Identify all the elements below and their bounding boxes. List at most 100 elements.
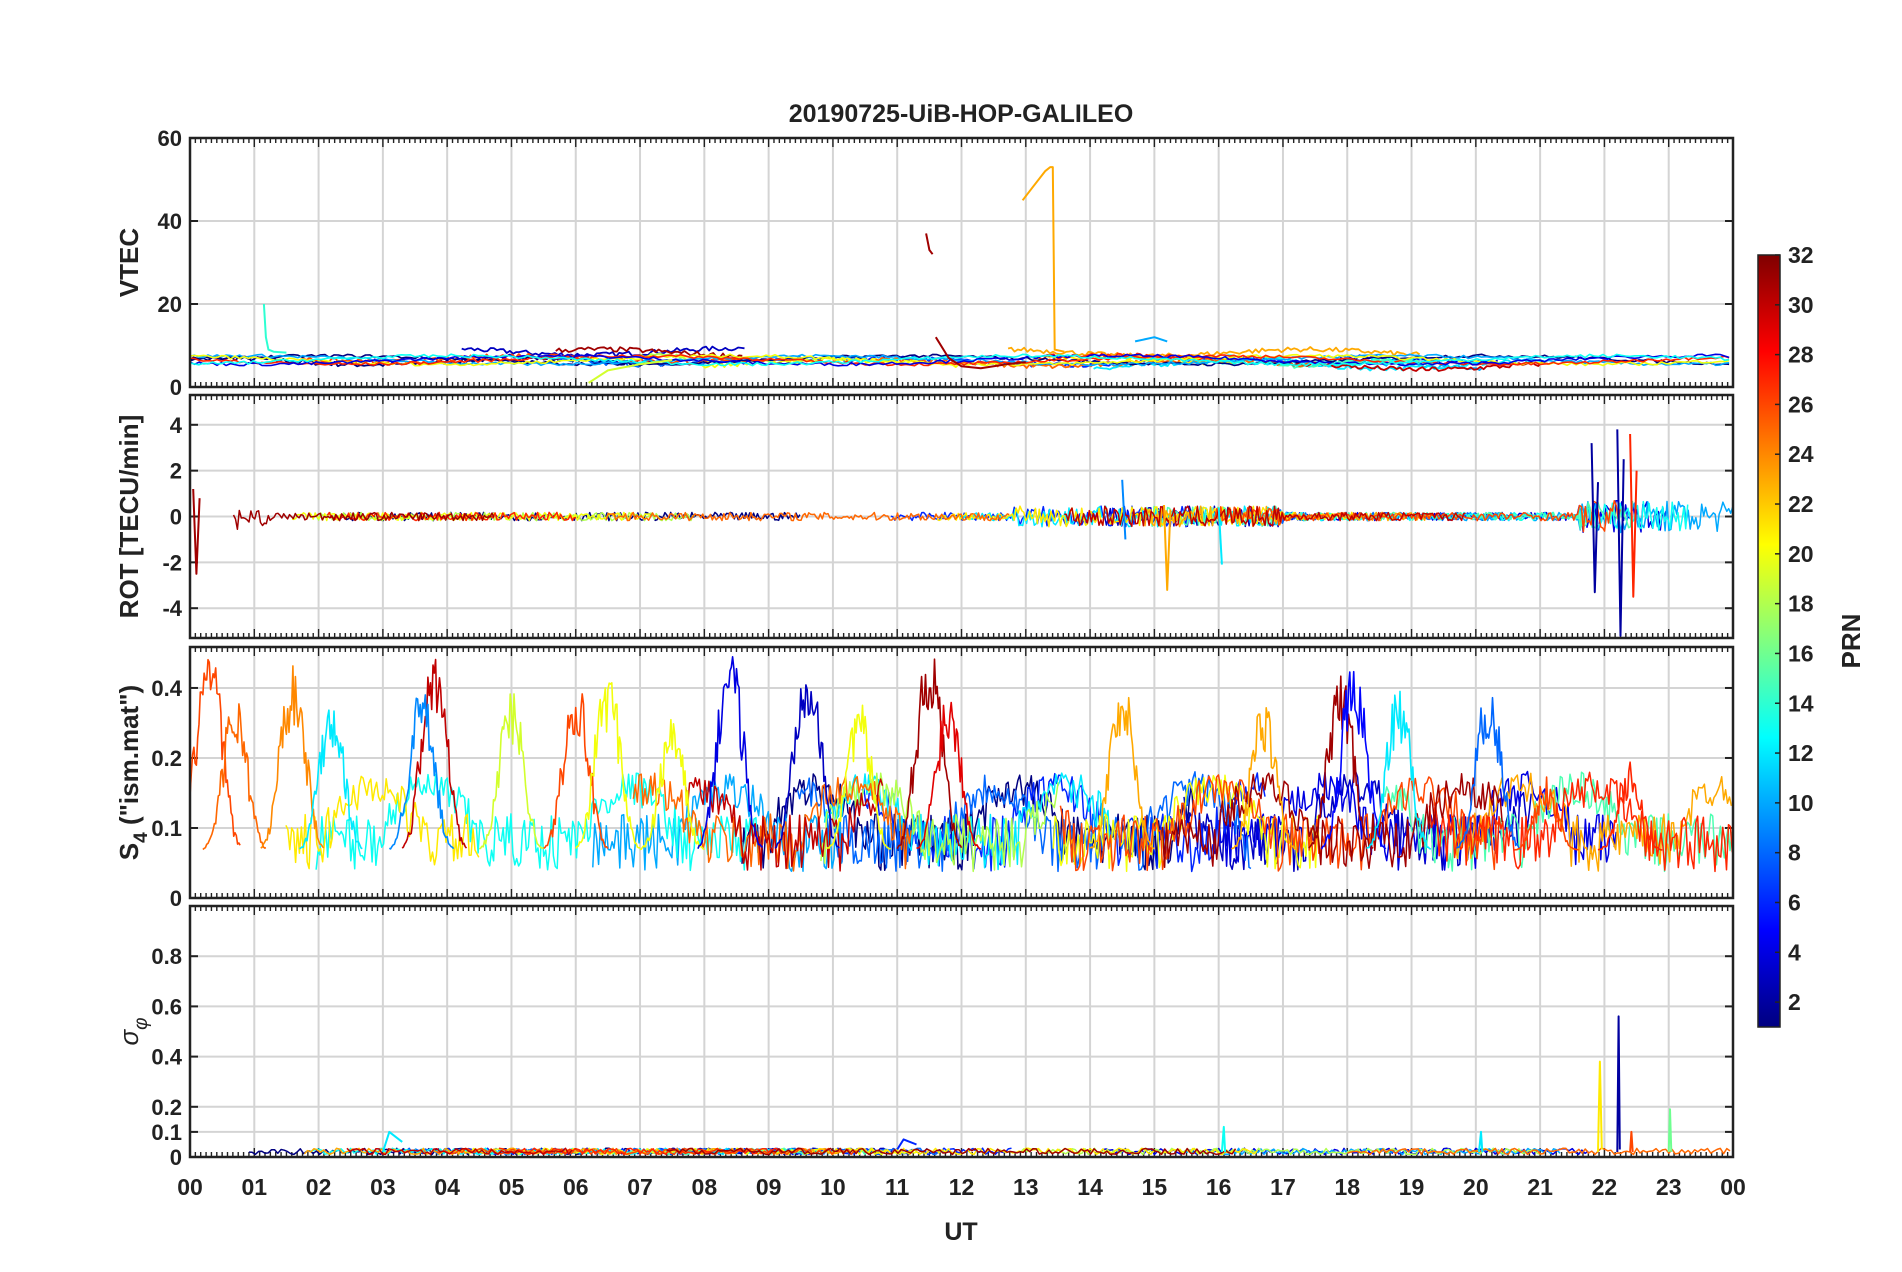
colorbar-tick-label: 30	[1788, 292, 1814, 318]
series-line-prn-2	[1616, 1015, 1621, 1153]
series-line-prn-9	[1121, 479, 1127, 540]
series-line-prn-19	[588, 359, 673, 384]
series-line-prn-31	[925, 233, 934, 255]
colorbar-tick-label: 2	[1788, 989, 1801, 1015]
series-line-prn-13	[315, 772, 759, 872]
series-line-prn-21	[1597, 1060, 1603, 1153]
y-tick-label: 0.2	[151, 1095, 182, 1120]
panel-vtec: 0 20 40 60 VTEC	[114, 126, 1735, 400]
x-tick-label: 01	[241, 1174, 267, 1200]
y-tick-label: 0	[170, 375, 182, 400]
colorbar-tick-label: 10	[1788, 790, 1814, 816]
y-axis-label-s4: S4 ("ism.mat")	[114, 685, 152, 860]
x-tick-label: 05	[499, 1174, 525, 1200]
series-line-prn-3	[774, 684, 840, 849]
x-tick-label: 21	[1527, 1174, 1553, 1200]
series-line-prn-27	[1428, 771, 1733, 873]
y-tick-label: 0.4	[151, 1045, 182, 1070]
y-tick-label: 0	[170, 505, 182, 530]
series-line-prn-20	[575, 681, 640, 849]
x-tick-label: 22	[1592, 1174, 1618, 1200]
series-line-prn-20	[825, 704, 891, 850]
series-line-prn-30	[685, 777, 884, 872]
x-tick-label: 16	[1206, 1174, 1232, 1200]
y-tick-label: 0.1	[151, 1120, 182, 1145]
y-tick-label: -4	[162, 596, 182, 621]
x-tick-label: 00	[177, 1174, 203, 1200]
y-axis-label-vtec: VTEC	[114, 228, 144, 298]
x-tick-label: 15	[1142, 1174, 1168, 1200]
series-line-prn-4	[190, 353, 1730, 367]
series-line-prn-26	[1059, 774, 1499, 872]
series-group	[190, 655, 1733, 873]
x-tick-label: 18	[1334, 1174, 1360, 1200]
series-line-prn-12	[1366, 690, 1432, 850]
y-tick-label: 0.2	[151, 746, 182, 771]
x-tick-label: 03	[370, 1174, 396, 1200]
y-tick-label: 0	[170, 1145, 182, 1170]
colorbar-tick-label: 32	[1788, 242, 1814, 268]
y-axis-label-sigma_phi: σφ	[114, 1017, 152, 1045]
series-line-prn-12	[1217, 507, 1223, 565]
series-line-prn-20	[639, 718, 705, 851]
series-line-prn-13	[1220, 1125, 1227, 1153]
series-line-prn-8	[1456, 696, 1521, 850]
y-tick-label: 2	[170, 459, 182, 484]
panel-sigma_phi: 00.10.2 0.4 0.6 0.8 σφ	[114, 904, 1735, 1170]
colorbar-tick-label: 4	[1788, 939, 1801, 965]
series-line-prn-31	[1161, 772, 1503, 870]
x-tick-label: 07	[627, 1174, 653, 1200]
series-line-prn-25	[1347, 1147, 1731, 1156]
panel-frame	[188, 904, 1735, 1159]
colorbar-tick-label: 6	[1788, 889, 1801, 915]
y-tick-label: 60	[158, 126, 182, 151]
series-line-prn-31	[192, 488, 201, 575]
y-axis-label-rot: ROT [TECU/min]	[114, 415, 144, 619]
x-tick-label: 17	[1270, 1174, 1296, 1200]
series-line-prn-19	[478, 693, 544, 850]
series-line-prn-2	[1590, 443, 1599, 594]
colorbar-tick-label: 20	[1788, 541, 1814, 567]
series-line-prn-30	[1064, 505, 1466, 528]
panel-frame	[188, 136, 1735, 389]
y-tick-label: 0.1	[151, 816, 182, 841]
series-line-prn-29	[916, 701, 982, 850]
y-tick-label: 0.8	[151, 944, 182, 969]
colorbar-tick-label: 12	[1788, 740, 1814, 766]
panel-frame	[188, 645, 1735, 900]
colorbar-tick-label: 28	[1788, 342, 1814, 368]
series-line-prn-31	[896, 658, 963, 850]
colorbar-gradient	[1757, 254, 1781, 1028]
y-tick-label: -2	[162, 550, 182, 575]
y-tick-label: 0.4	[151, 676, 182, 701]
x-tick-label: 10	[820, 1174, 846, 1200]
series-line-prn-30	[401, 658, 468, 849]
series-line-prn-14	[262, 303, 287, 354]
x-tick-label: 00	[1720, 1174, 1746, 1200]
series-line-prn-5	[1320, 670, 1387, 850]
x-tick-label: 11	[885, 1174, 910, 1200]
series-line-prn-15	[1384, 771, 1733, 873]
y-tick-label: 0.6	[151, 994, 182, 1019]
series-line-prn-27	[1629, 433, 1638, 598]
x-tick-label: 23	[1656, 1174, 1682, 1200]
series-line-prn-26	[1514, 776, 1579, 851]
y-tick-label: 40	[158, 209, 182, 234]
series-group	[192, 429, 1733, 637]
series-line-prn-26	[436, 1147, 858, 1156]
series-line-prn-20	[1052, 774, 1321, 873]
colorbar-tick-label: 26	[1788, 391, 1814, 417]
series-line-prn-31	[666, 1147, 1237, 1156]
series-line-prn-26	[1629, 1130, 1634, 1153]
series-line-prn-23	[1089, 696, 1155, 850]
series-line-prn-16	[1667, 1108, 1673, 1153]
series-line-prn-30	[346, 1147, 573, 1156]
panel-s4: 0 0.1 0.2 0.4S4 ("ism.mat")	[114, 645, 1735, 911]
x-tick-label: 13	[1013, 1174, 1039, 1200]
x-tick-label: 04	[434, 1174, 460, 1200]
y-tick-label: 0	[170, 886, 182, 911]
x-axis-label: UT	[944, 1218, 977, 1246]
